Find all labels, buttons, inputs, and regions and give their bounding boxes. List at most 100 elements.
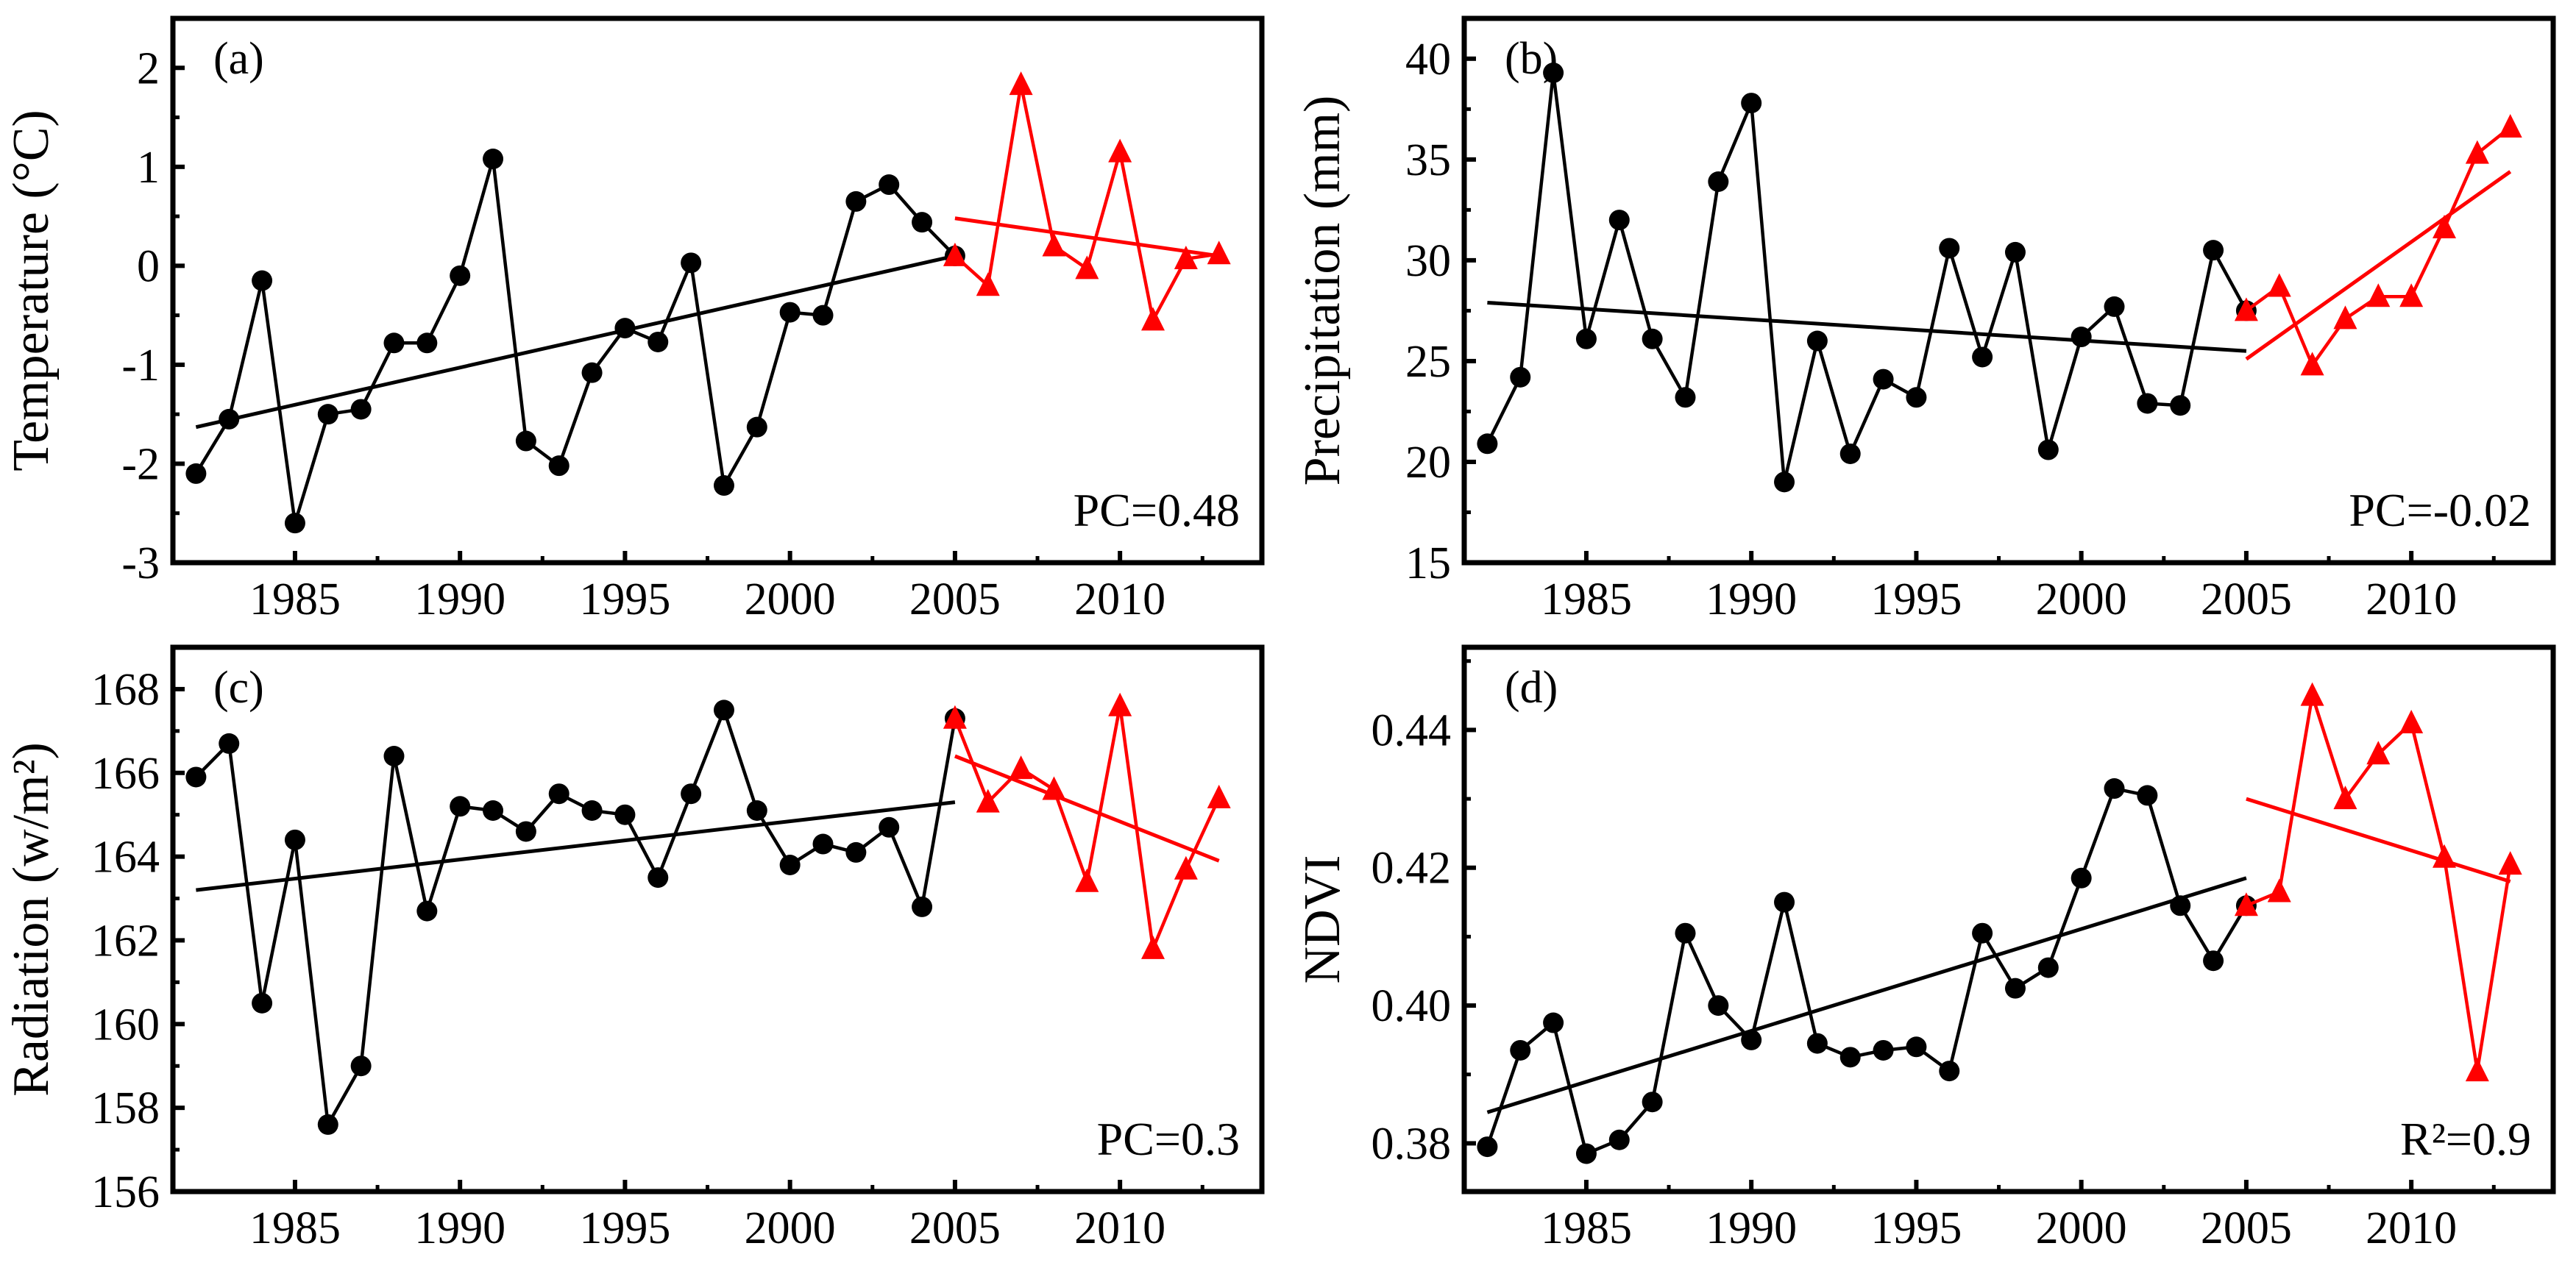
data-point-triangle: [2300, 682, 2324, 706]
data-point-circle: [1543, 1012, 1564, 1033]
data-point-triangle: [1207, 241, 1231, 265]
y-tick-label: 25: [1405, 337, 1451, 387]
x-tick-label: 1990: [1706, 1203, 1797, 1253]
red-series-line: [953, 704, 1221, 951]
black-series-line: [194, 157, 957, 525]
data-point-triangle: [1207, 784, 1231, 808]
x-tick-label: 1995: [1870, 574, 1962, 624]
chart-panel-a: -3 -2 -1 0 1 2 1985 1990 1995 2000 2005 2010 Tempera…: [3, 15, 1265, 624]
y-tick-label: 162: [91, 916, 160, 966]
data-point-circle: [2037, 439, 2059, 460]
data-point-circle: [2203, 240, 2224, 261]
black-trend-line: [196, 800, 956, 892]
y-tick-label: 160: [91, 1000, 160, 1050]
data-point-circle: [812, 305, 834, 326]
y-axis-label: NDVI: [1294, 855, 1351, 984]
y-tick-label: 168: [91, 665, 160, 715]
data-point-circle: [1939, 238, 1960, 259]
data-point-circle: [614, 318, 636, 339]
y-tick-label: 166: [91, 749, 160, 799]
plot-frame: [1461, 644, 2556, 1195]
stat-annotation: R²=0.9: [2400, 1113, 2531, 1165]
y-tick-label: 40: [1405, 35, 1451, 85]
chart-panel-b: 15 20 25 30 35 40 1985 1990 1995 2000 2005 2010 Prec…: [1294, 15, 2556, 624]
y-tick-label: -3: [121, 538, 160, 588]
x-tick-label: 2000: [2036, 1203, 2127, 1253]
data-point-circle: [614, 804, 636, 825]
y-tick-label: 158: [91, 1083, 160, 1133]
data-point-circle: [1575, 328, 1597, 349]
data-point-circle: [2170, 895, 2191, 916]
black-trend-line: [1486, 876, 2247, 1114]
data-point-triangle: [2433, 215, 2456, 239]
data-point-circle: [548, 455, 570, 477]
data-point-circle: [1575, 1143, 1597, 1164]
y-tick-label: 2: [137, 43, 160, 93]
y-tick-label: 156: [91, 1167, 160, 1217]
data-point-circle: [779, 855, 801, 875]
data-point-circle: [581, 362, 603, 383]
data-point-circle: [416, 332, 438, 354]
x-tick-label: 1985: [1541, 574, 1632, 624]
red-series-line: [954, 82, 1220, 322]
data-point-circle: [252, 270, 273, 291]
y-tick-label: 164: [91, 833, 160, 883]
data-point-circle: [647, 867, 669, 889]
data-point-circle: [383, 332, 405, 354]
data-point-circle: [416, 900, 438, 922]
data-point-triangle: [1009, 755, 1033, 780]
data-point-triangle: [2333, 305, 2357, 330]
x-tick-label: 2010: [1074, 1203, 1165, 1253]
y-tick-label: 0: [137, 241, 160, 291]
y-axis-label: Temperature (°C): [3, 110, 60, 471]
data-point-triangle: [1108, 692, 1132, 716]
data-point-circle: [1708, 995, 1729, 1017]
data-point-circle: [912, 896, 933, 917]
data-point-circle: [713, 699, 734, 721]
data-point-circle: [2071, 327, 2092, 348]
data-point-circle: [1642, 328, 1663, 349]
plot-frame: [170, 15, 1265, 566]
x-tick-label: 1995: [1870, 1203, 1962, 1253]
data-point-triangle: [976, 788, 1000, 813]
data-point-circle: [483, 149, 504, 170]
black-trend-line: [195, 254, 956, 430]
x-tick-label: 1995: [579, 1203, 670, 1253]
x-tick-label: 1985: [249, 574, 341, 624]
data-point-circle: [879, 174, 900, 196]
data-point-triangle: [2267, 273, 2291, 297]
data-point-triangle: [943, 705, 967, 729]
data-point-circle: [1873, 369, 1894, 390]
panel-label: (a): [213, 34, 264, 84]
data-point-circle: [2004, 978, 2026, 999]
data-point-triangle: [2300, 352, 2324, 376]
data-point-circle: [1741, 93, 1762, 114]
data-point-circle: [1608, 210, 1630, 231]
panel-label: (c): [213, 663, 264, 713]
black-trend-line: [1487, 300, 2247, 353]
data-point-triangle: [2498, 851, 2522, 875]
x-tick-label: 1995: [579, 574, 670, 624]
data-point-circle: [2170, 395, 2191, 416]
data-point-circle: [317, 404, 338, 425]
data-point-triangle: [2333, 786, 2357, 810]
data-point-circle: [2071, 867, 2092, 889]
data-point-circle: [1906, 1036, 1927, 1058]
panel-label: (d): [1505, 663, 1558, 713]
black-series-line: [194, 708, 957, 1127]
data-point-triangle: [2366, 283, 2391, 307]
data-point-circle: [185, 463, 207, 484]
red-trend-line: [2245, 170, 2512, 361]
data-point-circle: [779, 302, 801, 323]
data-point-triangle: [2399, 710, 2424, 734]
red-trend-line: [954, 754, 1220, 863]
data-point-circle: [284, 513, 305, 534]
data-point-circle: [845, 841, 867, 863]
data-point-circle: [746, 416, 767, 438]
data-point-circle: [1839, 444, 1861, 464]
y-tick-label: -2: [121, 439, 160, 489]
y-tick-label: 0.44: [1372, 705, 1452, 755]
data-point-circle: [1972, 346, 1993, 368]
y-tick-label: 15: [1405, 538, 1451, 588]
plot-frame: [1461, 15, 2556, 566]
